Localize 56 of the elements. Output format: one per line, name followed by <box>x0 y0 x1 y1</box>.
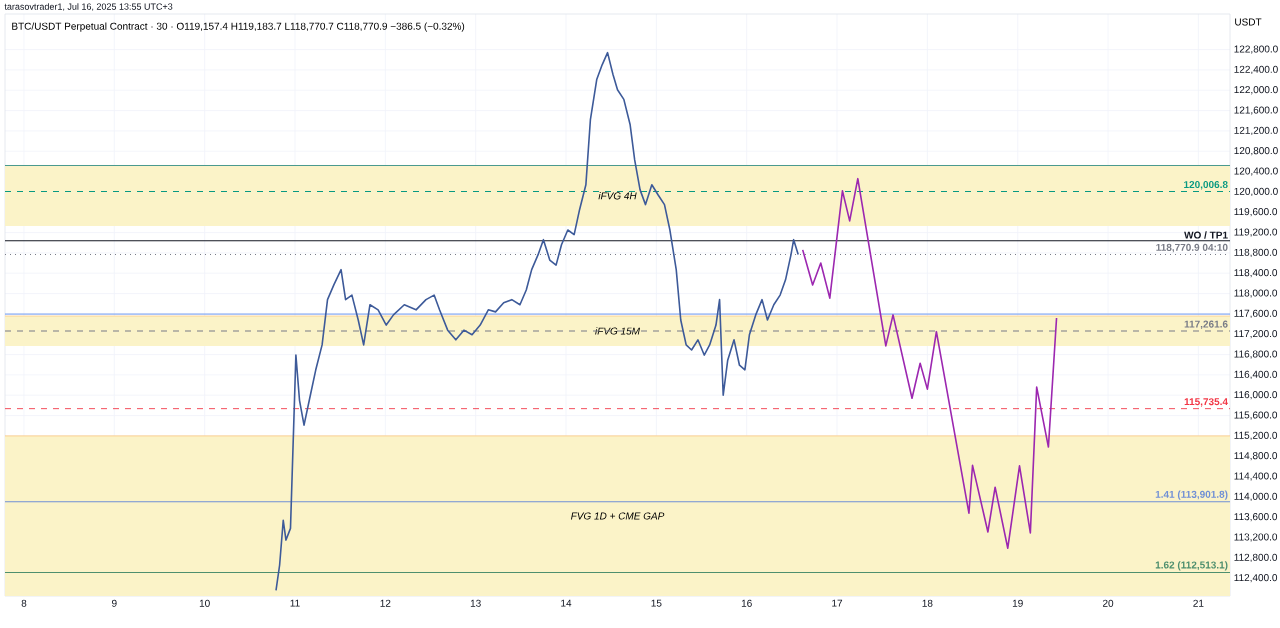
y-tick-label: 114,000.0 <box>1234 492 1278 502</box>
y-tick-label: 117,600.0 <box>1234 309 1278 319</box>
y-tick-label: 112,400.0 <box>1234 574 1278 583</box>
text: BTC/USDT Perpetual Contract · 30 · O119,157.4 H119,183.7 L118,770.7 C118,770.9 −386.5 (−0.32%) <box>12 22 465 32</box>
ref-line-label: 1.62 (112,513.1) <box>1155 561 1228 571</box>
y-tick-label: 116,000.0 <box>1234 391 1278 400</box>
y-tick-label: 116,800.0 <box>1234 350 1278 359</box>
line-series <box>275 51 799 592</box>
ref-line-label: 117,261.6 <box>1184 320 1228 330</box>
x-tick-label: 14 <box>561 599 572 607</box>
x-tick-label: 11 <box>290 599 300 607</box>
ref-line-label: 1.41 (113,901.8) <box>1155 490 1228 500</box>
ref-line-label: 115,735.4 <box>1184 398 1228 407</box>
y-tick-label: 114,400.0 <box>1234 472 1278 481</box>
x-tick-label: 19 <box>1012 599 1023 607</box>
band-label: FVG 1D + CME GAP <box>571 512 665 520</box>
line-series <box>801 177 1058 550</box>
band-label: iFVG 15M <box>595 327 641 335</box>
y-tick-label: 120,000.0 <box>1234 187 1278 197</box>
y-tick-label: 113,600.0 <box>1234 513 1278 522</box>
y-tick-label: 118,800.0 <box>1234 248 1278 258</box>
y-axis-title: USDT <box>1235 18 1262 26</box>
x-tick-label: 21 <box>1193 599 1204 607</box>
y-tick-label: 121,600.0 <box>1234 106 1278 115</box>
y-tick-label: 115,600.0 <box>1234 411 1278 420</box>
y-tick-label: 113,200.0 <box>1234 533 1278 542</box>
x-tick-label: 18 <box>922 599 933 607</box>
x-tick-label: 9 <box>112 599 117 607</box>
x-tick-label: 20 <box>1102 599 1114 607</box>
y-tick-label: 118,400.0 <box>1234 269 1278 278</box>
y-tick-label: 115,200.0 <box>1234 431 1278 441</box>
y-tick-label: 116,400.0 <box>1234 370 1278 380</box>
y-tick-label: 120,400.0 <box>1234 167 1278 176</box>
ref-line-label: WO / TP1 <box>1184 231 1228 239</box>
y-tick-label: 119,600.0 <box>1234 208 1278 217</box>
x-tick-label: 8 <box>21 599 27 607</box>
x-tick-label: 13 <box>470 599 481 607</box>
y-tick-label: 122,000.0 <box>1234 86 1278 95</box>
ref-line-label: 120,006.8 <box>1184 181 1228 190</box>
x-tick-label: 10 <box>199 599 210 607</box>
y-tick-label: 112,800.0 <box>1234 553 1278 563</box>
y-tick-label: 117,200.0 <box>1234 330 1278 339</box>
y-tick-label: 121,200.0 <box>1234 126 1278 136</box>
y-tick-label: 122,400.0 <box>1234 65 1278 75</box>
x-tick-label: 15 <box>651 599 662 607</box>
y-tick-label: 120,800.0 <box>1234 147 1278 156</box>
x-tick-label: 17 <box>832 599 843 607</box>
ref-line-label: 118,770.9 04:10 <box>1156 243 1228 253</box>
x-tick-label: 12 <box>380 599 391 607</box>
y-tick-label: 122,800.0 <box>1234 45 1278 54</box>
y-tick-label: 119,200.0 <box>1234 228 1278 237</box>
x-tick-label: 16 <box>741 599 752 607</box>
y-tick-label: 114,800.0 <box>1234 452 1278 461</box>
band-label: iFVG 4H <box>598 192 637 200</box>
text: tarasovtrader1, Jul 16, 2025 13:55 UTC+3 <box>4 3 173 11</box>
y-tick-label: 118,000.0 <box>1234 289 1278 298</box>
